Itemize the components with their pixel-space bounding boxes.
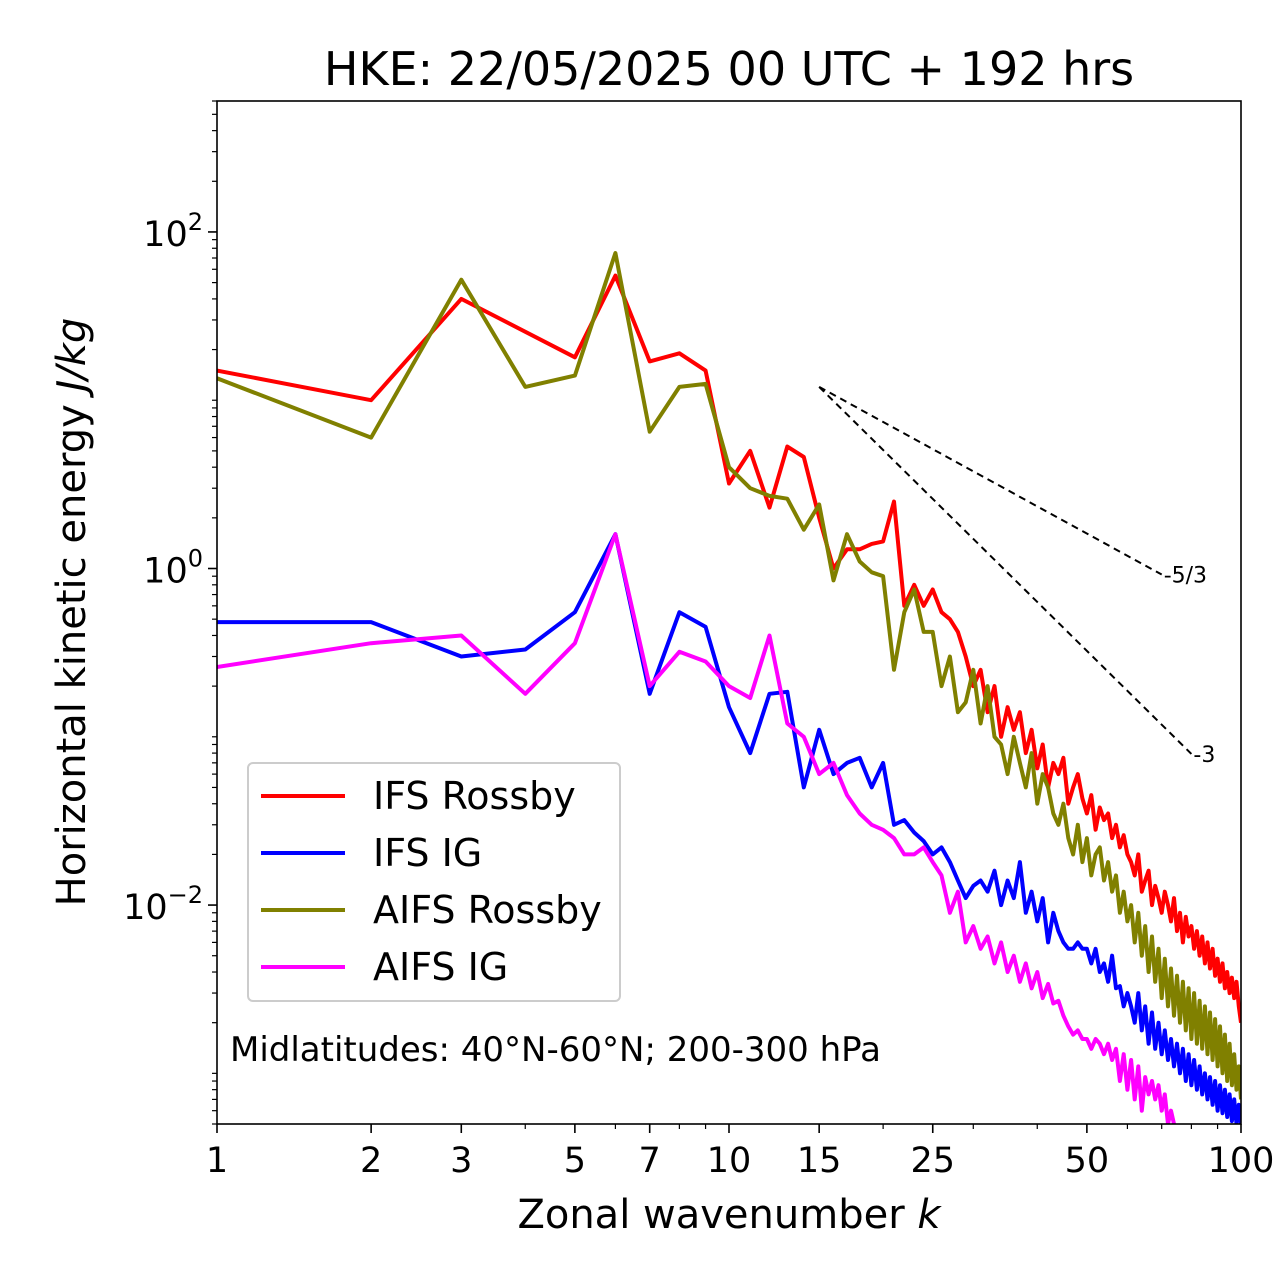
legend-item-ifs-ig: IFS IG [261, 831, 483, 875]
x-tick-label: 100 [1208, 1141, 1275, 1181]
legend-item-aifs-ig: AIFS IG [261, 945, 509, 989]
legend-label-aifs-rossby: AIFS Rossby [373, 888, 602, 932]
x-tick-label: 15 [797, 1141, 842, 1181]
x-axis-label: Zonal wavenumber k [517, 1192, 942, 1238]
legend-item-aifs-rossby: AIFS Rossby [261, 888, 602, 932]
legend-swatch-aifs-ig [261, 965, 345, 969]
x-axis-label-text: Zonal wavenumber [517, 1192, 905, 1238]
chart-legend: IFS Rossby IFS IG AIFS Rossby AIFS IG [247, 762, 621, 1002]
series-line-ifs-ig [217, 532, 1241, 1124]
x-tick-label: 10 [707, 1141, 752, 1181]
y-axis-label: Horizontal kinetic energy J/kg [49, 318, 95, 907]
reference-slope-label: -5/3 [1164, 564, 1207, 589]
reference-slope-line [818, 386, 1163, 576]
x-tick-label: 5 [564, 1141, 586, 1181]
x-tick-label: 25 [910, 1141, 955, 1181]
y-tick-label: 102 [143, 208, 203, 255]
x-tick-label: 7 [639, 1141, 661, 1181]
x-axis-label-variable: k [917, 1192, 942, 1238]
x-tick-label: 50 [1065, 1141, 1110, 1181]
y-axis-label-text: Horizontal kinetic energy [49, 404, 95, 906]
legend-swatch-ifs-ig [261, 851, 345, 855]
series-lines [217, 251, 1241, 1124]
y-axis-label-unit: J/kg [49, 318, 95, 399]
region-annotation: Midlatitudes: 40°N-60°N; 200-300 hPa [230, 1030, 881, 1070]
legend-label-aifs-ig: AIFS IG [373, 945, 509, 989]
y-tick-label: 10−2 [123, 881, 203, 928]
x-tick-label: 3 [450, 1141, 472, 1181]
legend-swatch-ifs-rossby [261, 794, 345, 798]
y-axis: 102 100 10−2 [123, 100, 217, 1125]
legend-label-ifs-ig: IFS IG [373, 831, 483, 875]
x-tick-label: 2 [360, 1141, 382, 1181]
reference-slope-label: -3 [1193, 743, 1215, 768]
y-tick-label: 100 [143, 545, 203, 592]
chart-title: HKE: 22/05/2025 00 UTC + 192 hrs [324, 42, 1134, 96]
x-tick-label: 1 [206, 1141, 228, 1181]
series-line-aifs-rossby [217, 251, 1241, 1100]
legend-swatch-aifs-rossby [261, 908, 345, 912]
x-axis: 1 2 3 5 7 10 15 25 50 100 [206, 1124, 1275, 1181]
reference-slope-line [818, 386, 1193, 755]
legend-item-ifs-rossby: IFS Rossby [261, 774, 576, 818]
series-line-ifs-rossby [217, 273, 1241, 1023]
series-line-aifs-ig [217, 532, 1176, 1124]
legend-label-ifs-rossby: IFS Rossby [373, 774, 576, 818]
reference-slope-lines [818, 386, 1193, 755]
